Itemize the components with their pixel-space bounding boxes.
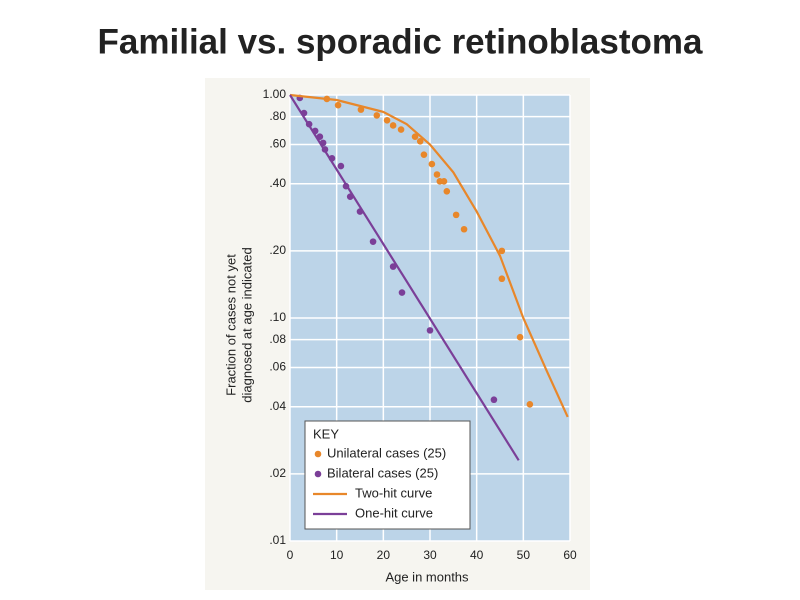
data-point [452,211,460,219]
data-point [416,137,424,145]
data-point [440,178,448,185]
data-point [498,247,506,255]
data-point [398,289,406,296]
chart-title: Familial vs. sporadic retinoblastoma [98,22,703,61]
data-point [373,112,381,119]
x-axis-label: Age in months [385,569,469,584]
data-point [334,101,342,109]
y-tick-label: .10 [269,310,286,324]
curve [289,94,520,461]
legend-title: KEY [313,426,339,441]
legend-label: Bilateral cases (25) [327,465,438,480]
legend-marker [314,450,322,458]
legend-marker [314,470,322,478]
x-tick-label: 10 [330,548,344,562]
data-point [426,327,434,334]
y-tick-label: .08 [269,332,286,346]
data-point [433,171,441,178]
x-tick-label: 30 [423,548,437,562]
data-point [420,151,428,158]
y-tick-label: 1.00 [263,87,287,101]
x-tick-label: 50 [517,548,531,562]
data-point [357,106,365,113]
x-tick-label: 20 [377,548,391,562]
data-point [516,333,524,341]
data-point [428,160,436,168]
y-tick-label: .04 [269,399,286,413]
data-point [443,187,451,195]
legend-label: One-hit curve [355,505,433,520]
legend-label: Unilateral cases (25) [327,445,446,460]
data-point [411,133,419,141]
y-tick-label: .01 [269,533,286,547]
y-tick-label: .06 [269,360,286,374]
data-point [389,122,397,129]
y-axis-label: diagnosed at age indicated [239,247,254,402]
data-point [369,238,377,245]
data-point [389,263,397,270]
data-point [498,275,506,283]
data-point [383,117,391,124]
y-tick-label: .60 [269,137,286,151]
y-axis-label: Fraction of cases not yet [223,254,238,396]
legend-box [304,420,471,530]
data-point [526,401,534,408]
x-tick-label: 40 [470,548,484,562]
data-point [337,162,345,170]
legend-label: Two-hit curve [355,485,432,500]
y-tick-label: .40 [269,176,286,190]
x-tick-label: 60 [563,548,577,562]
data-point [490,396,498,404]
y-tick-label: .80 [269,109,286,123]
x-tick-label: 0 [287,548,294,562]
data-point [397,126,405,133]
data-point [460,225,468,233]
y-tick-label: .20 [269,243,286,257]
y-tick-label: .02 [269,466,286,480]
curve [289,93,569,418]
